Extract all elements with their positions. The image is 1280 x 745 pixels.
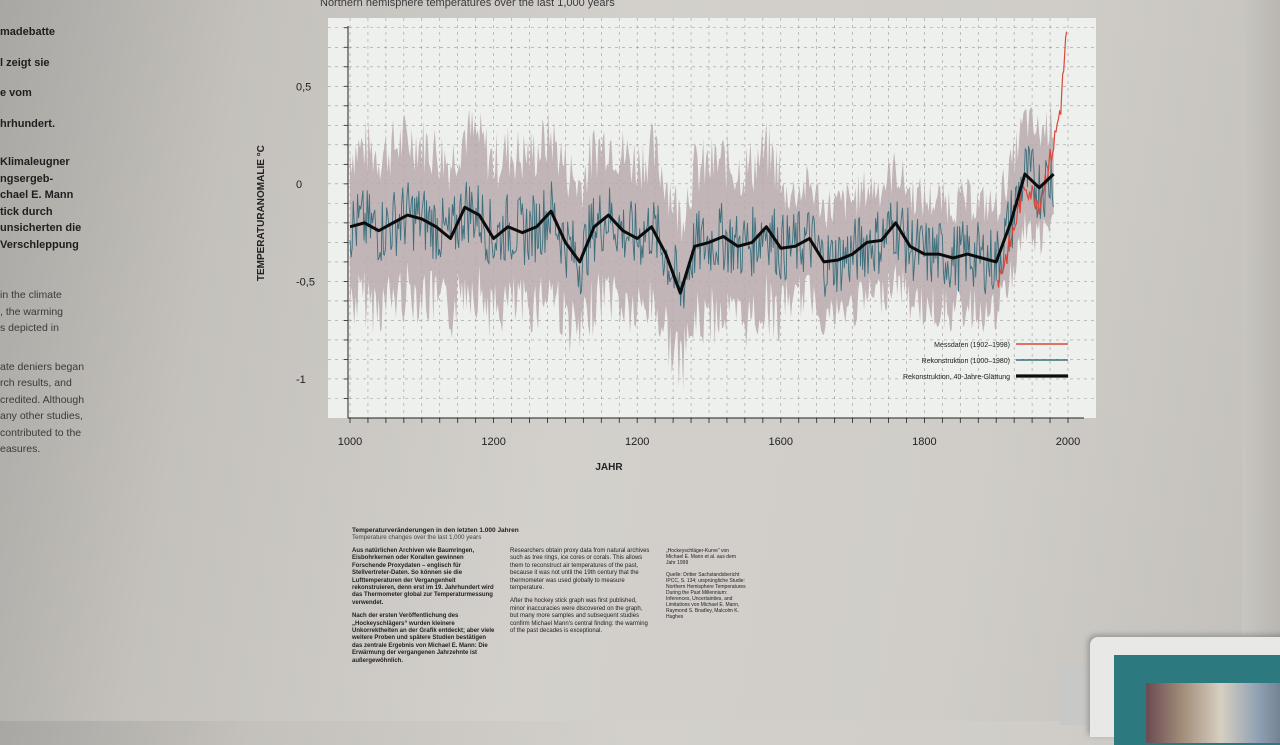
x-tick-label: 1800 [912, 436, 936, 448]
left-line: e vom [0, 87, 32, 99]
left-line: any other studies, [0, 410, 83, 422]
left-line: easures. [0, 443, 41, 455]
kiosk-stand [1060, 665, 1095, 725]
left-text-de-2: Klimaleugner ngsergeb- chael E. Mann tic… [0, 154, 120, 253]
left-line: ate deniers began [0, 360, 85, 373]
caption-column-de: Aus natürlichen Archiven wie Baumringen,… [352, 548, 497, 671]
info-caption: Temperaturveränderungen in den letzten 1… [352, 527, 772, 664]
uncertainty-band [350, 101, 1054, 391]
y-tick-label: 0,5 [296, 81, 311, 93]
left-line: unsicherten die [0, 222, 82, 234]
caption-paragraph: Quelle: Dritter Sachstandsbericht IPCC, … [666, 572, 746, 620]
left-line: in the climate [0, 289, 62, 301]
caption-paragraph: Nach der ersten Veröffentlichung des „Ho… [352, 613, 495, 664]
x-axis-label: JAHR [595, 462, 623, 473]
top-caption: Northern hemisphere temperatures over th… [320, 0, 615, 9]
touchscreen-kiosk [1090, 637, 1280, 745]
left-line: credited. Although [0, 393, 85, 406]
left-line: ngsergeb- [0, 172, 54, 185]
y-tick-label: -1 [296, 374, 306, 386]
caption-title-en: Temperature changes over the last 1,000 … [352, 534, 482, 542]
legend-label: Rekonstruktion (1000–1980) [922, 358, 1010, 365]
left-line: tick durch [0, 205, 53, 218]
caption-column-source: „Hockeyschläger-Kurve“ von Michael E. Ma… [666, 548, 746, 626]
left-line: l zeigt sie [0, 56, 50, 69]
caption-title-de: Temperaturveränderungen in den letzten 1… [352, 527, 519, 534]
y-tick-label: -0,5 [296, 276, 315, 288]
left-line: s depicted in [0, 322, 59, 334]
y-tick-label: 0 [296, 179, 302, 191]
wall-edge [1242, 0, 1280, 640]
x-tick-label: 1600 [769, 436, 793, 448]
x-tick-label: 2000 [1056, 436, 1080, 448]
x-tick-label: 1200 [481, 436, 505, 448]
kiosk-screen [1114, 655, 1280, 745]
kiosk-screen-image [1146, 683, 1280, 743]
left-text-column: madebatte l zeigt sie e vom hrhundert. K… [0, 24, 120, 458]
y-axis-label: TEMPERATURANOMALIE °C [256, 145, 267, 281]
left-line: hrhundert. [0, 117, 55, 130]
caption-paragraph: Researchers obtain proxy data from natur… [510, 548, 650, 592]
left-line: Klimaleugner [0, 156, 70, 168]
caption-column-en: Researchers obtain proxy data from natur… [510, 548, 650, 641]
left-text-en: in the climate , the warming s depicted … [0, 287, 120, 337]
left-line: rch results, and [0, 377, 72, 389]
left-line: Verschleppung [0, 238, 79, 251]
left-line: contributed to the [0, 426, 82, 439]
caption-paragraph: Aus natürlichen Archiven wie Baumringen,… [352, 548, 494, 606]
x-tick-label: 1000 [338, 436, 362, 448]
measured-data-line [997, 31, 1068, 288]
legend-label: Rekonstruktion, 40-Jahre-Glättung [903, 374, 1010, 381]
legend-label: Messdaten (1902–1998) [934, 342, 1010, 349]
left-line: , the warming [0, 305, 64, 318]
hockey-stick-chart: 0,5 0 -0,5 -1 1000 1200 1200 1600 1800 2000 JAHR TE… [256, 18, 1096, 473]
caption-paragraph: After the hockey stick graph was first p… [510, 598, 648, 635]
left-text-en-2: ate deniers began rch results, and credi… [0, 359, 120, 458]
caption-paragraph: „Hockeyschläger-Kurve“ von Michael E. Ma… [666, 548, 737, 566]
left-text-de: madebatte l zeigt sie e vom hrhundert. [0, 24, 120, 132]
left-line: madebatte [0, 26, 56, 38]
x-tick-label: 1200 [625, 436, 649, 448]
smoothed-line [349, 172, 1055, 295]
left-line: chael E. Mann [0, 189, 74, 201]
